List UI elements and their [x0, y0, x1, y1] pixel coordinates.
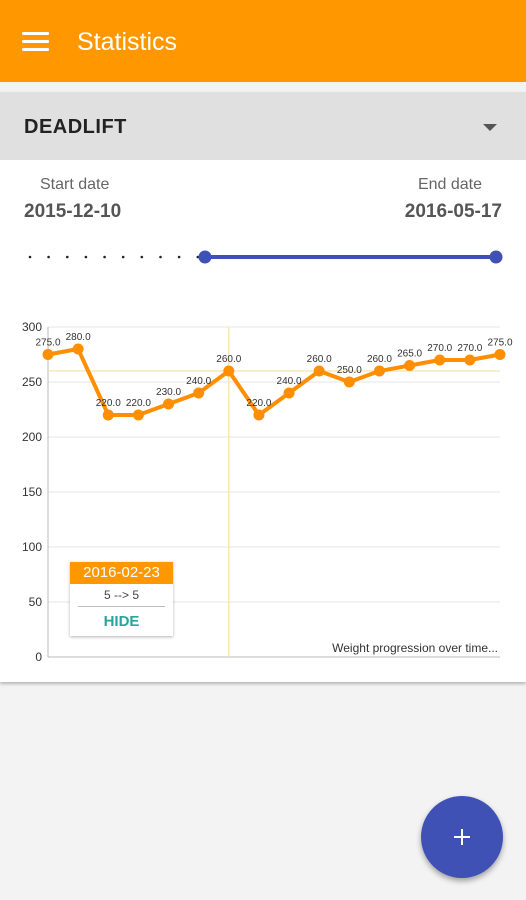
date-range-slider[interactable] [0, 242, 526, 272]
data-label: 275.0 [35, 338, 60, 349]
data-label: 220.0 [96, 398, 121, 409]
slider-tick [177, 255, 181, 259]
slider-start-handle[interactable] [198, 250, 212, 264]
exercise-dropdown[interactable]: DEADLIFT [0, 92, 526, 160]
data-label: 230.0 [156, 387, 181, 398]
data-label: 270.0 [427, 343, 452, 354]
data-label: 270.0 [457, 343, 482, 354]
data-label: 260.0 [367, 354, 392, 365]
series-line [47, 347, 501, 417]
data-point [343, 376, 355, 388]
data-label: 280.0 [66, 332, 91, 343]
data-label: 240.0 [277, 376, 302, 387]
slider-tick [159, 255, 162, 259]
page-title: Statistics [77, 28, 178, 56]
y-tick-label: 50 [29, 595, 43, 609]
data-point [102, 409, 114, 421]
data-point [404, 360, 416, 371]
slider-tick [28, 255, 32, 259]
slider-tick [84, 255, 88, 259]
data-label: 260.0 [216, 354, 241, 365]
data-point [223, 365, 235, 377]
data-point [373, 365, 385, 377]
data-point [193, 387, 205, 399]
menu-button[interactable] [14, 22, 56, 62]
y-tick-label: 0 [35, 650, 42, 664]
data-point [434, 354, 446, 366]
hamburger-menu-icon [22, 32, 49, 35]
weight-progression-chart: 0 50 100 150 200 250 300 275.0 280.0 220.0 220.0 23… [22, 320, 513, 664]
data-label: 220.0 [126, 398, 151, 409]
y-tick-label: 150 [22, 485, 42, 499]
data-label: 240.0 [186, 376, 211, 387]
y-tick-label: 250 [22, 375, 42, 389]
data-point [494, 349, 506, 360]
hide-tooltip-button[interactable]: HIDE [103, 613, 140, 630]
data-label: 260.0 [307, 354, 332, 365]
slider-tick [121, 255, 125, 259]
data-label: 265.0 [397, 349, 422, 360]
tooltip-divider [78, 606, 165, 607]
chart-tooltip: 2016-02-23 5 --> 5 HIDE [70, 562, 173, 636]
data-point [163, 398, 175, 410]
data-point [313, 365, 325, 377]
hamburger-menu-icon-bar [22, 48, 49, 51]
slider-end-handle[interactable] [489, 250, 503, 264]
data-point [283, 387, 295, 399]
statistics-card: DEADLIFT Start date 2015-12-10 End date … [0, 92, 526, 682]
slider-tick [196, 255, 200, 259]
tooltip-change: 5 --> 5 [103, 588, 139, 602]
app-bar: Statistics [0, 0, 526, 82]
data-point [72, 343, 84, 355]
data-point [253, 409, 265, 421]
chart-description: Weight progression over time... [332, 641, 498, 655]
y-tick-label: 100 [22, 540, 42, 554]
slider-tick [66, 255, 69, 259]
data-point [42, 349, 54, 360]
hamburger-menu-icon-bar [22, 40, 49, 43]
data-label: 275.0 [487, 338, 512, 349]
tooltip-date: 2016-02-23 [70, 562, 173, 584]
plus-icon [421, 796, 503, 878]
start-date-value[interactable]: 2015-12-10 [24, 201, 122, 222]
data-point [132, 409, 144, 421]
exercise-dropdown-value: DEADLIFT [24, 116, 127, 138]
slider-tick [103, 255, 106, 259]
dropdown-arrow-icon [483, 124, 497, 131]
data-label: 250.0 [337, 365, 362, 376]
end-date-label: End date [417, 176, 482, 193]
slider-tick [140, 255, 144, 259]
data-point [464, 354, 476, 366]
end-date-value[interactable]: 2016-05-17 [404, 201, 502, 222]
y-tick-label: 300 [22, 320, 42, 334]
start-date-label: Start date [40, 176, 110, 193]
data-label: 220.0 [246, 398, 271, 409]
add-button[interactable] [421, 796, 503, 878]
slider-tick [47, 255, 50, 259]
y-tick-label: 200 [22, 430, 42, 444]
